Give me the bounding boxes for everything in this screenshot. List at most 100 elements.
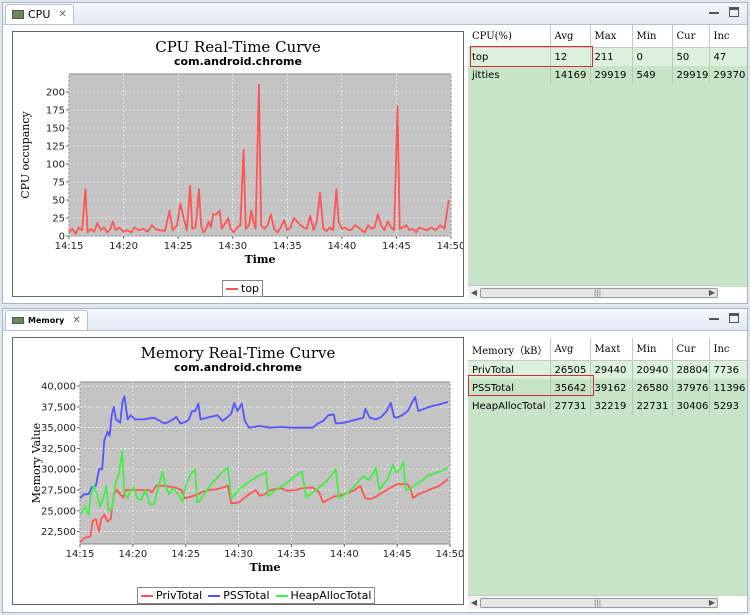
y-tick-label: 200 bbox=[46, 88, 65, 99]
column-header[interactable]: Inc bbox=[709, 25, 747, 48]
legend-item: HeapAllocTotal bbox=[275, 589, 372, 602]
table-row[interactable]: PSSTotal 35642 39162 26580 37976 11396 bbox=[468, 379, 747, 397]
scroll-right-icon[interactable]: ▶ bbox=[708, 288, 716, 297]
column-header[interactable]: Min bbox=[632, 25, 673, 48]
horizontal-scrollbar[interactable]: ◀ ||| ▶ bbox=[468, 285, 718, 299]
table-cell: 50 bbox=[672, 47, 710, 66]
table-row[interactable]: jitties 14169 29919 549 29919 29370 bbox=[468, 66, 747, 84]
x-tick-label: 14:45 bbox=[382, 241, 411, 252]
scroll-thumb[interactable]: ||| bbox=[480, 598, 718, 608]
y-tick-label: 75 bbox=[52, 178, 65, 189]
column-header[interactable]: Cur bbox=[672, 338, 710, 361]
x-tick-label: 14:45 bbox=[383, 549, 412, 560]
x-tick-label: 14:25 bbox=[171, 549, 200, 560]
y-tick-label: 50 bbox=[52, 196, 65, 207]
memory-stats-table: Memory（kB） Avg Maxt Min Cur Inc PrivTota… bbox=[468, 338, 747, 596]
maximize-icon[interactable] bbox=[729, 7, 739, 17]
table-cell: 7736 bbox=[709, 360, 747, 379]
horizontal-scrollbar[interactable]: ◀ ||| ▶ bbox=[468, 595, 718, 609]
series-line-top bbox=[68, 83, 450, 235]
column-header[interactable]: Maxt bbox=[590, 338, 633, 361]
tab-cpu-label: CPU bbox=[28, 8, 51, 21]
table-cell: PrivTotal bbox=[468, 360, 551, 379]
column-header[interactable]: Memory（kB） bbox=[468, 338, 551, 361]
table-cell: 30406 bbox=[672, 397, 710, 415]
x-tick-label: 14:25 bbox=[164, 241, 193, 252]
cpu-stats-table: CPU(%) Avg Max Min Cur Inc top 12 211 0 … bbox=[468, 25, 747, 287]
table-cell: 39162 bbox=[590, 379, 633, 397]
monitor-icon bbox=[12, 10, 24, 19]
table-cell: 14169 bbox=[550, 66, 591, 84]
y-tick-label: 27,500 bbox=[41, 486, 76, 497]
close-icon[interactable]: ✕ bbox=[58, 9, 67, 20]
chart-subtitle: com.android.chrome bbox=[174, 361, 302, 374]
y-tick-label: 175 bbox=[46, 106, 65, 117]
table-header-row: Memory（kB） Avg Maxt Min Cur Inc bbox=[468, 338, 747, 361]
y-tick-label: 30,000 bbox=[41, 465, 76, 476]
x-tick-label: 14:30 bbox=[218, 241, 247, 252]
y-tick-label: 32,500 bbox=[41, 444, 76, 455]
y-tick-label: 150 bbox=[46, 124, 65, 135]
cpu-chart-plot: 0 25 50 75 100 125 150 175 200 14:15 14:20 14:25 14:… bbox=[19, 73, 463, 266]
table-cell: HeapAllocTotal bbox=[468, 397, 551, 415]
memory-chart-plot: 22,500 25,000 27,500 30,000 32,500 35,000 37,5… bbox=[30, 381, 463, 574]
plot-area bbox=[79, 381, 451, 545]
minimize-icon[interactable] bbox=[709, 7, 719, 14]
table-cell: 11396 bbox=[709, 379, 747, 397]
close-icon[interactable]: ✕ bbox=[72, 315, 81, 326]
table-cell: 12 bbox=[550, 47, 591, 66]
memory-legend: PrivTotal PSSTotal HeapAllocTotal bbox=[137, 587, 376, 604]
column-header[interactable]: Avg bbox=[550, 25, 591, 48]
scroll-thumb[interactable]: ||| bbox=[480, 288, 718, 298]
grip-icon: ||| bbox=[594, 289, 602, 297]
legend-swatch bbox=[141, 594, 153, 597]
legend-label: HeapAllocTotal bbox=[290, 589, 372, 602]
table-cell: top bbox=[468, 47, 551, 66]
legend-label: PrivTotal bbox=[156, 589, 203, 602]
tab-cpu[interactable]: CPU ✕ bbox=[5, 4, 74, 24]
chart-subtitle: com.android.chrome bbox=[174, 55, 302, 68]
column-header[interactable]: Max bbox=[590, 25, 633, 48]
column-header[interactable]: Cur bbox=[672, 25, 710, 48]
table-cell: 47 bbox=[709, 47, 747, 66]
legend-label: PSSTotal bbox=[223, 589, 270, 602]
x-axis-label: Time bbox=[244, 253, 275, 266]
table-cell: 35642 bbox=[550, 379, 591, 397]
table-cell: 29440 bbox=[590, 360, 633, 379]
maximize-icon[interactable] bbox=[729, 313, 739, 323]
cpu-view-panel: CPU ✕ CPU Real-Time Curve com.android.ch… bbox=[2, 2, 748, 304]
tab-memory[interactable]: Memory ✕ bbox=[5, 310, 88, 330]
y-tick-label: 25,000 bbox=[41, 506, 76, 517]
table-cell: PSSTotal bbox=[468, 379, 551, 397]
x-tick-label: 14:40 bbox=[330, 549, 359, 560]
column-header[interactable]: Inc bbox=[709, 338, 747, 361]
scroll-right-icon[interactable]: ▶ bbox=[708, 598, 716, 607]
x-tick-label: 14:15 bbox=[66, 549, 95, 560]
chart-title: Memory Real-Time Curve bbox=[140, 344, 336, 362]
column-header[interactable]: CPU(%) bbox=[468, 25, 551, 48]
table-row[interactable]: PrivTotal 26505 29440 20940 28804 7736 bbox=[468, 360, 747, 379]
column-header[interactable]: Avg bbox=[550, 338, 591, 361]
y-axis-label: Memory Value bbox=[30, 423, 43, 503]
scroll-left-icon[interactable]: ◀ bbox=[470, 598, 478, 607]
table-cell: 26505 bbox=[550, 360, 591, 379]
table-header-row: CPU(%) Avg Max Min Cur Inc bbox=[468, 25, 747, 48]
column-header[interactable]: Min bbox=[632, 338, 673, 361]
table-row[interactable]: top 12 211 0 50 47 bbox=[468, 47, 747, 66]
y-axis-label: CPU occupancy bbox=[19, 110, 32, 198]
y-tick-label: 100 bbox=[46, 160, 65, 171]
table-row[interactable]: HeapAllocTotal 27731 32219 22731 30406 5… bbox=[468, 397, 747, 415]
memory-chart: Memory Real-Time Curve com.android.chrom… bbox=[12, 337, 464, 605]
table-cell: 28804 bbox=[672, 360, 710, 379]
x-tick-label: 14:40 bbox=[327, 241, 356, 252]
y-tick-label: 37,500 bbox=[41, 402, 76, 413]
minimize-icon[interactable] bbox=[709, 313, 719, 320]
tab-memory-label: Memory bbox=[28, 316, 65, 325]
x-axis-label: Time bbox=[249, 561, 280, 574]
memory-chip-icon bbox=[12, 317, 24, 324]
x-tick-label: 14:35 bbox=[277, 549, 306, 560]
series-line-privtotal bbox=[79, 478, 449, 543]
y-tick-label: 22,500 bbox=[41, 527, 76, 538]
scroll-left-icon[interactable]: ◀ bbox=[470, 288, 478, 297]
table-cell: 20940 bbox=[632, 360, 673, 379]
